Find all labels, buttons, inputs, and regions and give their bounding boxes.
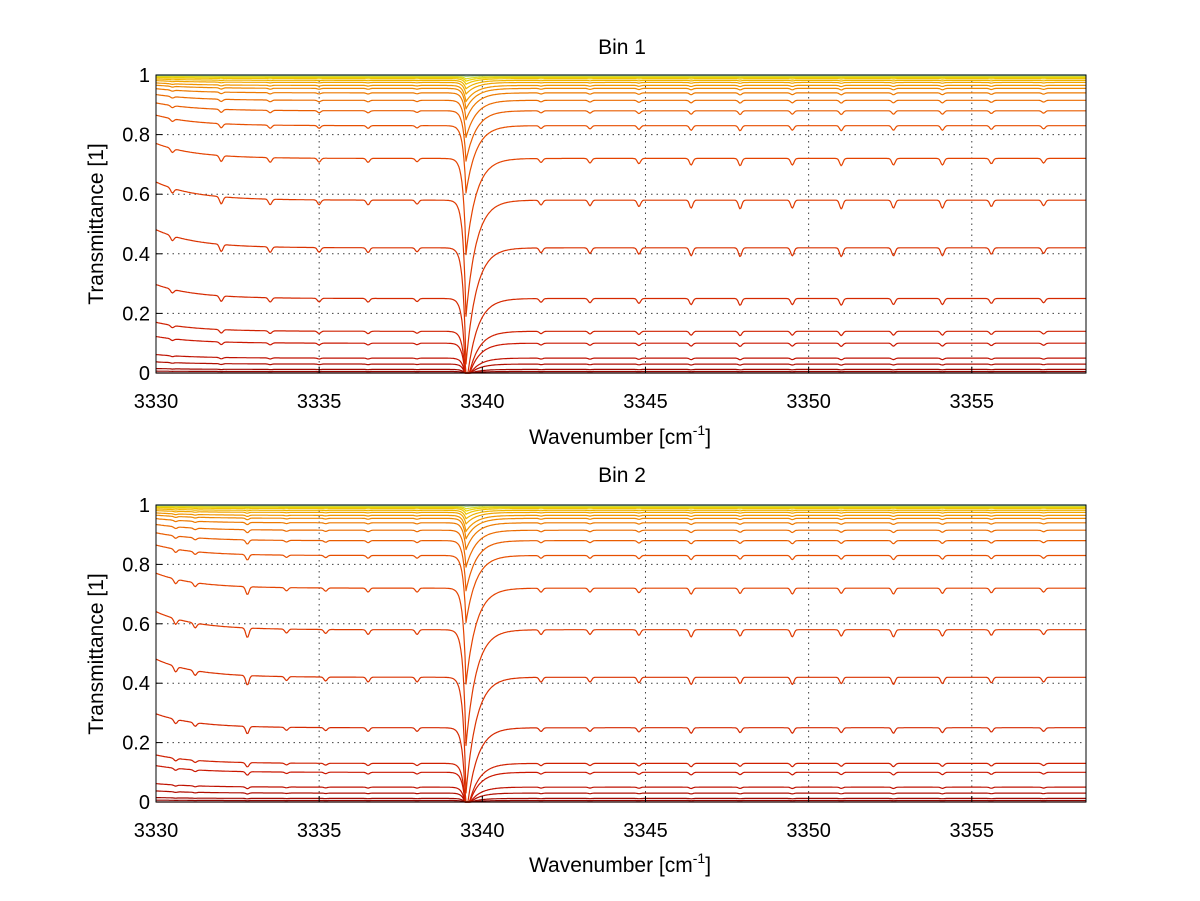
x-tick-label: 3345 xyxy=(623,391,668,413)
y-tick-label: 0.2 xyxy=(122,733,150,755)
x-tick-label: 3335 xyxy=(297,391,342,413)
spectrum-line xyxy=(155,321,1086,374)
spectrum-line xyxy=(155,523,1086,568)
spectrum-line xyxy=(155,713,1086,803)
spectrum-line xyxy=(155,84,1086,110)
x-tick-labels: 3330 3335 3340 3345 3350 3355 xyxy=(134,796,994,842)
y-axis-label: Transmittance [1] xyxy=(85,573,108,734)
x-tick-label: 3340 xyxy=(460,820,505,842)
spectrum-line xyxy=(155,354,1086,374)
y-tick-label: 0.6 xyxy=(122,184,150,206)
spectrum-line xyxy=(155,508,1086,520)
spectrum-line xyxy=(155,229,1086,365)
spectrum-line xyxy=(155,283,1086,374)
spectrum-line xyxy=(155,114,1086,194)
y-tick-label: 1 xyxy=(139,495,150,517)
spectrum-line xyxy=(155,335,1086,374)
x-tick-label: 3335 xyxy=(297,820,342,842)
spectrum-line xyxy=(155,78,1086,90)
spectrum-line xyxy=(156,370,1086,374)
spectrum-line xyxy=(155,544,1086,624)
spectrum-line xyxy=(156,506,1086,512)
grid-lines xyxy=(156,75,1086,373)
spectra-lines xyxy=(155,74,1086,374)
spectrum-line xyxy=(156,361,1086,374)
panel-bin-1: Bin 1 3330 3335 3340 3345 3350 3355 0 0.2 0.4 0.… xyxy=(85,36,1087,449)
spectrum-line xyxy=(155,765,1086,803)
spectrum-line xyxy=(155,510,1086,525)
spectrum-line xyxy=(155,367,1086,374)
spectrum-line xyxy=(155,799,1086,803)
chart-title: Bin 1 xyxy=(598,36,646,59)
spectrum-line xyxy=(156,507,1086,515)
spectrum-line xyxy=(155,518,1086,551)
x-tick-label: 3350 xyxy=(786,820,831,842)
spectrum-line xyxy=(155,790,1086,803)
spectrum-line xyxy=(155,658,1086,794)
y-tick-label: 0 xyxy=(139,363,150,385)
panel-bin-2: Bin 2 3330 3335 3340 3345 3350 3355 0 0.2 0.4 0.… xyxy=(85,464,1087,877)
x-tick-label: 3355 xyxy=(950,820,995,842)
y-tick-label: 0.4 xyxy=(122,673,150,695)
y-tick-label: 0.6 xyxy=(122,614,150,636)
x-tick-label: 3355 xyxy=(950,391,995,413)
y-tick-label: 1 xyxy=(139,65,150,87)
spectrum-line xyxy=(155,142,1086,256)
y-tick-label: 0 xyxy=(139,792,150,814)
spectrum-line xyxy=(156,75,1086,80)
y-tick-label: 0.2 xyxy=(122,303,150,325)
spectrum-line xyxy=(155,514,1086,540)
spectrum-line xyxy=(156,77,1086,85)
x-tick-labels: 3330 3335 3340 3345 3350 3355 xyxy=(134,367,994,413)
spectrum-line xyxy=(155,80,1086,95)
spectrum-line xyxy=(155,88,1086,121)
x-axis-label: Wavenumber [cm-1] xyxy=(529,850,711,877)
spectrum-line xyxy=(155,532,1086,592)
spectrum-line xyxy=(156,76,1086,82)
x-tick-label: 3345 xyxy=(623,820,668,842)
spectrum-line xyxy=(155,512,1086,532)
chart-title: Bin 2 xyxy=(598,464,646,487)
y-tick-labels: 0 0.2 0.4 0.6 0.8 1 xyxy=(122,495,162,814)
spectrum-line xyxy=(155,181,1086,317)
spectrum-line xyxy=(155,82,1086,103)
x-tick-label: 3330 xyxy=(134,391,179,413)
x-tick-label: 3330 xyxy=(134,820,179,842)
plot-frame xyxy=(155,74,1087,374)
spectrum-line xyxy=(155,102,1086,162)
spectrum-line xyxy=(155,611,1086,747)
plot-frame xyxy=(155,504,1087,803)
y-tick-label: 0.4 xyxy=(122,244,150,266)
x-tick-label: 3350 xyxy=(786,391,831,413)
x-axis-label: Wavenumber [cm-1] xyxy=(529,422,711,449)
spectrum-line xyxy=(156,505,1086,510)
y-tick-label: 0.8 xyxy=(122,125,150,147)
x-tick-label: 3340 xyxy=(460,391,505,413)
y-tick-labels: 0 0.2 0.4 0.6 0.8 1 xyxy=(122,65,162,385)
spectrum-line xyxy=(155,93,1086,138)
spectrum-line xyxy=(155,572,1086,685)
y-axis-label: Transmittance [1] xyxy=(85,143,108,304)
spectrum-line xyxy=(156,797,1086,803)
spectrum-line xyxy=(155,783,1086,803)
spectrum-line xyxy=(155,754,1086,803)
y-tick-label: 0.8 xyxy=(122,554,150,576)
